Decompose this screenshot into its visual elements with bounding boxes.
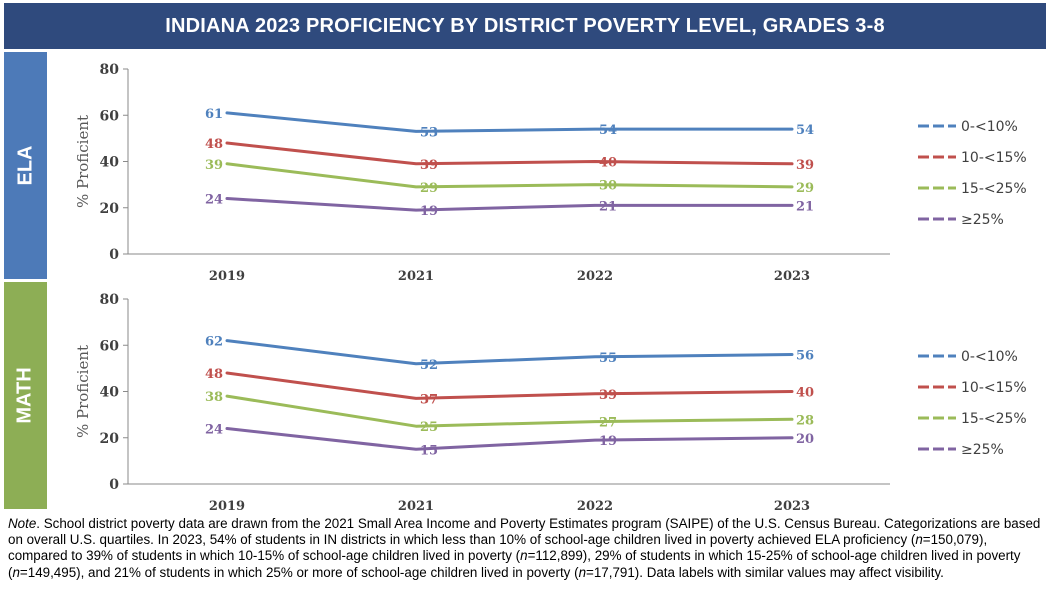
- y-tick-label: 80: [100, 292, 120, 308]
- data-label: 21: [796, 199, 814, 214]
- y-axis-title: % Proficient: [74, 115, 92, 208]
- y-axis-title: % Proficient: [74, 345, 92, 438]
- ela-panel-label-text: ELA: [14, 145, 36, 186]
- data-label: 27: [599, 416, 617, 431]
- data-label: 39: [599, 388, 617, 403]
- footnote-text: =112,899), 29% of students in which 15-2…: [8, 548, 1021, 580]
- math-panel-label: MATH: [4, 282, 47, 509]
- legend-label: 15-<25%: [961, 411, 1027, 427]
- y-tick-label: 60: [100, 338, 120, 354]
- data-label: 28: [796, 413, 814, 428]
- series-line: [225, 141, 794, 166]
- x-tick-label: 2019: [209, 269, 245, 282]
- series-line: [225, 371, 794, 400]
- chart-title: INDIANA 2023 PROFICIENCY BY DISTRICT POV…: [4, 3, 1046, 49]
- footnote-n-symbol: n: [12, 564, 20, 580]
- data-label: 48: [205, 137, 223, 152]
- series-line: [225, 427, 794, 451]
- math-chart: 0 20 40 60 80% Proficient 2019 2021 2022 2023 62 5…: [50, 282, 1050, 512]
- footnote: Note. School district poverty data are d…: [8, 516, 1044, 581]
- data-label: 20: [796, 432, 814, 447]
- data-label: 19: [599, 434, 617, 449]
- data-label: 19: [420, 204, 438, 219]
- data-label: 54: [796, 123, 814, 138]
- y-tick-label: 40: [100, 155, 120, 171]
- ela-chart: 0 20 40 60 80 % Proficient 2019 2021 2022 2023 61 5…: [50, 52, 1050, 282]
- legend-label: 10-<15%: [961, 150, 1027, 166]
- data-label: 37: [420, 392, 438, 407]
- data-label: 24: [205, 423, 223, 438]
- legend-label: 10-<15%: [961, 380, 1027, 396]
- data-label: 15: [420, 443, 438, 458]
- footnote-n-symbol: n: [520, 548, 528, 564]
- data-label: 55: [599, 351, 617, 366]
- series-line: [225, 339, 794, 366]
- data-label: 52: [420, 358, 438, 373]
- footnote-label: Note: [8, 516, 37, 531]
- data-label: 53: [420, 125, 438, 140]
- data-label: 39: [205, 158, 223, 173]
- legend-label: 0-<10%: [961, 119, 1018, 135]
- data-label: 39: [420, 158, 438, 173]
- ela-panel-label: ELA: [4, 52, 47, 279]
- series-line: [225, 162, 794, 189]
- footnote-text: . School district poverty data are drawn…: [8, 516, 1041, 548]
- data-label: 25: [420, 420, 438, 435]
- data-label: 56: [796, 349, 814, 364]
- math-panel-label-text: MATH: [14, 367, 36, 424]
- data-label: 48: [205, 367, 223, 382]
- y-tick-label: 20: [100, 201, 120, 217]
- series-line: [225, 394, 794, 428]
- data-label: 24: [205, 193, 223, 208]
- data-label: 30: [599, 179, 617, 194]
- data-label: 38: [205, 390, 223, 405]
- x-tick-label: 2019: [209, 499, 245, 512]
- data-label: 40: [599, 156, 617, 171]
- footnote-n-symbol: n: [578, 564, 587, 580]
- y-tick-label: 80: [100, 62, 120, 78]
- footnote-n-symbol: n: [915, 532, 923, 548]
- data-label: 29: [420, 181, 438, 196]
- legend-label: ≥25%: [961, 442, 1004, 458]
- footnote-text: =150,079), compared to 39% of students i…: [8, 532, 988, 564]
- data-label: 29: [796, 181, 814, 196]
- footnote-body: . School district poverty data are drawn…: [8, 516, 1040, 580]
- footnote-text: =17,791). Data labels with similar value…: [586, 564, 944, 580]
- legend-label: 0-<10%: [961, 349, 1018, 365]
- y-tick-label: 0: [109, 247, 119, 263]
- data-label: 21: [599, 199, 617, 214]
- series-line: [225, 111, 794, 133]
- y-tick-label: 0: [109, 477, 119, 493]
- x-tick-label: 2022: [577, 269, 613, 282]
- x-tick-label: 2023: [774, 269, 810, 282]
- x-tick-label: 2021: [398, 499, 434, 512]
- data-label: 40: [796, 386, 814, 401]
- y-tick-label: 60: [100, 108, 120, 124]
- series-line: [225, 197, 794, 212]
- data-label: 39: [796, 158, 814, 173]
- y-tick-label: 20: [100, 431, 120, 447]
- x-tick-label: 2021: [398, 269, 434, 282]
- legend-label: ≥25%: [961, 212, 1004, 228]
- data-label: 61: [205, 107, 223, 122]
- footnote-text: =149,495), and 21% of students in which …: [19, 564, 579, 580]
- x-tick-label: 2022: [577, 499, 613, 512]
- y-tick-label: 40: [100, 385, 120, 401]
- x-tick-label: 2023: [774, 499, 810, 512]
- line-chart-svg: 0 20 40 60 80 % Proficient 2019 2021 2022 2023 61 5…: [74, 62, 1027, 282]
- data-label: 62: [205, 335, 223, 350]
- legend-label: 15-<25%: [961, 181, 1027, 197]
- data-label: 54: [599, 123, 617, 138]
